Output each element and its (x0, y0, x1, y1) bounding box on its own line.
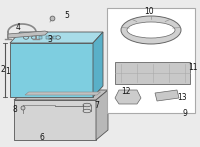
Polygon shape (53, 36, 56, 39)
Ellipse shape (21, 106, 25, 110)
Ellipse shape (127, 22, 175, 38)
Ellipse shape (56, 36, 60, 39)
Ellipse shape (121, 16, 181, 44)
Text: 3: 3 (48, 35, 52, 45)
Text: 5: 5 (65, 11, 69, 20)
Ellipse shape (32, 36, 36, 39)
Polygon shape (96, 90, 108, 140)
Polygon shape (10, 32, 103, 43)
Polygon shape (14, 90, 108, 100)
Polygon shape (115, 90, 141, 104)
Text: 7: 7 (95, 101, 99, 110)
Text: 2: 2 (1, 66, 5, 75)
Polygon shape (39, 36, 42, 39)
Ellipse shape (48, 36, 52, 39)
Polygon shape (8, 31, 48, 38)
Polygon shape (46, 36, 49, 39)
Polygon shape (14, 100, 96, 140)
Polygon shape (115, 62, 190, 84)
Text: 12: 12 (121, 87, 131, 96)
Polygon shape (93, 32, 103, 97)
Polygon shape (25, 92, 101, 95)
Text: 13: 13 (177, 93, 187, 102)
Polygon shape (155, 90, 179, 101)
Ellipse shape (83, 103, 91, 107)
Text: 9: 9 (183, 108, 187, 117)
FancyBboxPatch shape (107, 8, 195, 113)
Polygon shape (10, 43, 93, 97)
Text: 4: 4 (16, 24, 20, 32)
Text: 10: 10 (144, 7, 154, 16)
Text: 11: 11 (188, 64, 198, 72)
Ellipse shape (83, 109, 91, 113)
Text: 8: 8 (13, 106, 17, 115)
Ellipse shape (24, 36, 29, 39)
Text: 6: 6 (40, 133, 44, 142)
Text: 1: 1 (6, 67, 10, 76)
